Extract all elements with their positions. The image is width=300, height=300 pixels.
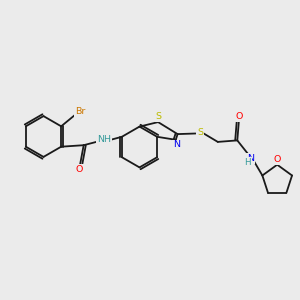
Text: O: O [236, 112, 243, 122]
Text: NH: NH [97, 135, 111, 144]
Text: S: S [197, 128, 203, 137]
Text: Br: Br [75, 107, 85, 116]
Text: N: N [173, 140, 180, 149]
Text: O: O [274, 155, 281, 164]
Text: S: S [156, 112, 162, 122]
Text: N: N [247, 154, 254, 163]
Text: H: H [244, 158, 251, 167]
Text: O: O [76, 165, 83, 174]
